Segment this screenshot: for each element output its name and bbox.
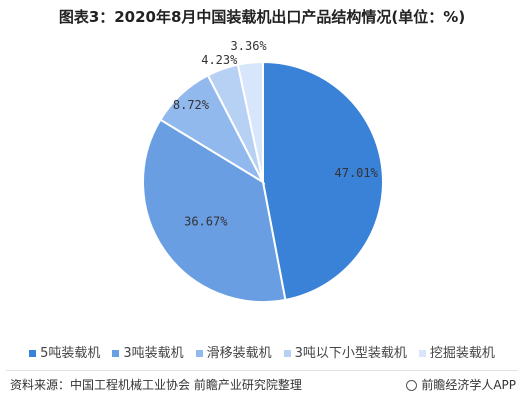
pie-data-label: 36.67% xyxy=(184,215,228,229)
legend-item: 滑移装载机 xyxy=(195,342,272,361)
brand-text: 前瞻经济学人APP xyxy=(421,378,516,392)
legend-swatch xyxy=(195,350,203,357)
chart-title: 图表3：2020年8月中国装载机出口产品结构情况(单位：%) xyxy=(58,8,466,26)
source-note: 资料来源：中国工程机械工业协会 前瞻产业研究院整理 xyxy=(10,378,302,392)
legend-item: 5吨装载机 xyxy=(29,342,100,361)
legend-label: 3吨以下小型装载机 xyxy=(294,346,407,361)
legend-swatch xyxy=(418,350,426,357)
legend-swatch xyxy=(29,350,37,357)
legend-label: 3吨装载机 xyxy=(123,346,184,361)
pie-slice xyxy=(142,118,287,303)
pie-labels: 47.01% 36.67% 8.72% 4.23%3.36% xyxy=(173,39,379,229)
legend-label: 5吨装载机 xyxy=(40,346,101,361)
pie-data-label: 3.36% xyxy=(231,39,268,53)
chart-legend: 5吨装载机 3吨装载机 滑移装载机 3吨以下小型装载机 挖掘装载机 xyxy=(0,342,524,361)
brand-credit: 前瞻经济学人APP xyxy=(406,376,516,393)
pie-chart: 47.01% 36.67% 8.72% 4.23%3.36% xyxy=(142,39,384,303)
pie-data-label: 47.01% xyxy=(335,166,379,180)
pie-slice xyxy=(236,60,264,183)
legend-item: 3吨装载机 xyxy=(112,342,184,361)
legend-swatch xyxy=(283,350,291,357)
legend-label: 滑移装载机 xyxy=(206,346,272,361)
pie-slices xyxy=(142,60,384,303)
footer-divider xyxy=(6,370,518,371)
pie-slice xyxy=(262,60,384,302)
pie-data-label: 4.23% xyxy=(201,53,238,67)
legend-swatch xyxy=(112,350,120,357)
legend-item: 3吨以下小型装载机 xyxy=(283,342,407,361)
brand-logo-icon xyxy=(406,380,418,391)
legend-item: 挖掘装载机 xyxy=(418,342,495,361)
pie-data-label: 8.72% xyxy=(173,98,210,112)
legend-label: 挖掘装载机 xyxy=(429,346,495,361)
